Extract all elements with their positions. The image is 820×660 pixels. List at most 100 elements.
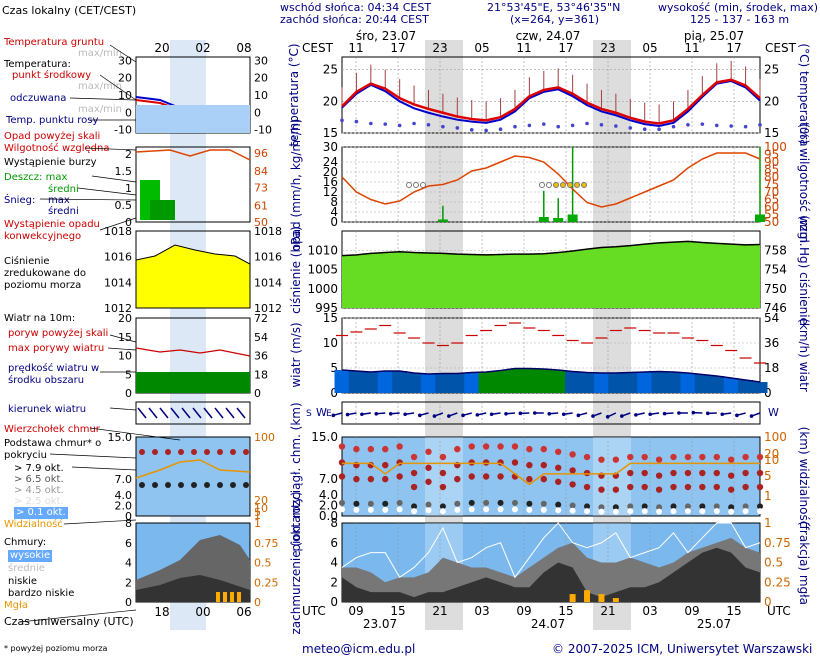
press-tick-left: 995: [315, 301, 338, 315]
legend-temp-tick-r: 30: [254, 54, 268, 67]
legend-rain-mid: średni: [48, 184, 79, 195]
legend-vis-tick: 10: [254, 502, 268, 515]
press-axis-label-left: ciśnienie (hPa): [289, 226, 303, 314]
cloud-top-dot: [497, 473, 504, 480]
cloud-base-dot: [454, 500, 461, 507]
legend-cloud-base-dot: [217, 482, 223, 488]
pressure-line: [341, 240, 761, 257]
local-time-label-right: CEST: [765, 41, 797, 55]
legend-wind-10m: Wiatr na 10m:: [4, 313, 76, 324]
dew-point-dot: [657, 127, 661, 131]
day-bottom-label: 23.07: [363, 617, 397, 631]
wind-dir-arrowhead: [417, 413, 422, 418]
cloud-base-dot: [439, 503, 446, 510]
cloud-base-dot: [627, 503, 634, 510]
legend-precip-tick: 0: [125, 216, 132, 229]
wind-tick-left: 5: [330, 361, 338, 375]
press-tick-right: 746: [764, 301, 787, 315]
cloud-base-dot: [656, 504, 663, 511]
legend-vis-tick: 1: [254, 509, 261, 522]
cloud-base-dot-low: [483, 506, 490, 513]
cloud-base-dot: [699, 503, 706, 510]
wind-speed-bar: [435, 373, 451, 393]
fog-tick-right: 0.25: [764, 575, 791, 589]
temp-tick-left: 20: [323, 94, 338, 108]
hour-bottom-label: 09: [348, 604, 363, 618]
legend-connector: [84, 147, 137, 151]
legend-soil-maxmin: max/min: [78, 48, 123, 59]
wind-dir-arrowhead: [374, 411, 379, 416]
cloud-top-dot-high: [526, 445, 533, 453]
cloud-tick-left: 2: [330, 575, 338, 589]
cloud-base-dot-low: [728, 508, 735, 515]
legend-thunder: Wystąpienie burzy: [4, 157, 97, 168]
legend-fog-tick: 1: [254, 517, 261, 530]
legend-press-tick-r: 1016: [254, 251, 282, 264]
legend-temp-tick: 30: [118, 54, 132, 67]
cloud-top-dot-high: [367, 445, 375, 453]
cloud-base-dot-low: [396, 506, 403, 513]
sunset-text: zachód słońca: 20:44 CEST: [280, 13, 429, 26]
panel-frame-temp: [341, 56, 761, 134]
cloud-top-dot-upper: [439, 469, 447, 477]
cloud-base-dot-low: [555, 507, 562, 514]
rain-mean-bar: [755, 214, 765, 222]
legend-cloud-base-dot: [243, 482, 249, 488]
rain-mean-bar: [437, 219, 448, 222]
dew-point-dot: [671, 124, 676, 129]
cloud-base-dot-low: [411, 508, 418, 515]
cloud-top-dot-high: [482, 443, 490, 450]
wind-dir-arrowhead: [735, 413, 739, 418]
legend-precip-tick: 1.5: [115, 165, 133, 178]
legend-okt-79: > 7.9 okt.: [14, 463, 64, 474]
temp-tick-right: 20: [764, 94, 779, 108]
wind-tick-right: 18: [764, 361, 779, 375]
cloud-low-area: [342, 547, 760, 602]
legend-vis-tick: 20: [254, 494, 268, 507]
legend-snow: Śnieg:: [4, 195, 36, 206]
legend-wind-dir-arrow: [159, 407, 169, 419]
temp-tick-left: 25: [323, 63, 338, 77]
altitude-values: 125 - 137 - 163 m: [690, 13, 790, 26]
rain-mean-bar: [538, 217, 549, 222]
wind-dir-arrowhead: [360, 412, 364, 417]
cloud-top-dot: [425, 478, 432, 485]
footer-email[interactable]: meteo@icm.edu.pl: [302, 642, 416, 656]
cloud-top-dot-high: [756, 453, 764, 461]
legend-wind-tick: 0: [125, 387, 132, 400]
legend-pressure: Ciśnienie zredukowane do poziomu morza: [4, 256, 86, 291]
legend-wind-tick: 10: [118, 350, 132, 363]
dew-point-dot: [570, 123, 575, 128]
wind-dir-arrowhead: [461, 413, 465, 418]
dew-point-dot: [513, 124, 517, 129]
legend-temp-tick-r: -10: [254, 124, 272, 137]
cloud-top-dot: [641, 483, 648, 491]
wind-speed-bar: [550, 370, 566, 393]
cloud-base-dot-low: [699, 508, 706, 515]
cloud-base-dot: [612, 504, 619, 511]
cloudbase-tick-left: 15.0: [311, 430, 338, 444]
cloud-top-dot: [583, 483, 591, 491]
fog-bar: [612, 598, 619, 602]
dew-point-dot: [354, 119, 359, 124]
cloud-base-dot: [497, 499, 504, 506]
hour-bottom-label: 03: [642, 604, 657, 618]
wind-speed-bar: [449, 373, 465, 393]
cloud-top-dot-high: [540, 445, 547, 453]
wind-speed-bar: [651, 371, 667, 393]
wind-axis-label-left: wiatr (m/s): [289, 322, 303, 387]
legend-humidity: Wilgotność względna: [4, 143, 110, 154]
legend-rain-mid-bar: [150, 200, 175, 220]
legend-gust-max: max porywy wiatru: [8, 343, 105, 354]
humidity-tick: 55: [764, 208, 779, 222]
wind-speed-bar: [593, 373, 609, 393]
wind-speed-bar: [507, 368, 523, 393]
cloud-top-dot-upper: [684, 469, 692, 477]
cloud-top-dot-upper: [727, 472, 735, 479]
legend-humidity-tick: 84: [254, 165, 268, 178]
legend-press-tick-r: 1014: [254, 276, 282, 289]
humidity-tick: 90: [764, 155, 779, 169]
fog-tick-right: 1: [764, 516, 772, 530]
wind-dir-arrowhead: [547, 411, 552, 416]
legend-connector: [109, 334, 137, 343]
